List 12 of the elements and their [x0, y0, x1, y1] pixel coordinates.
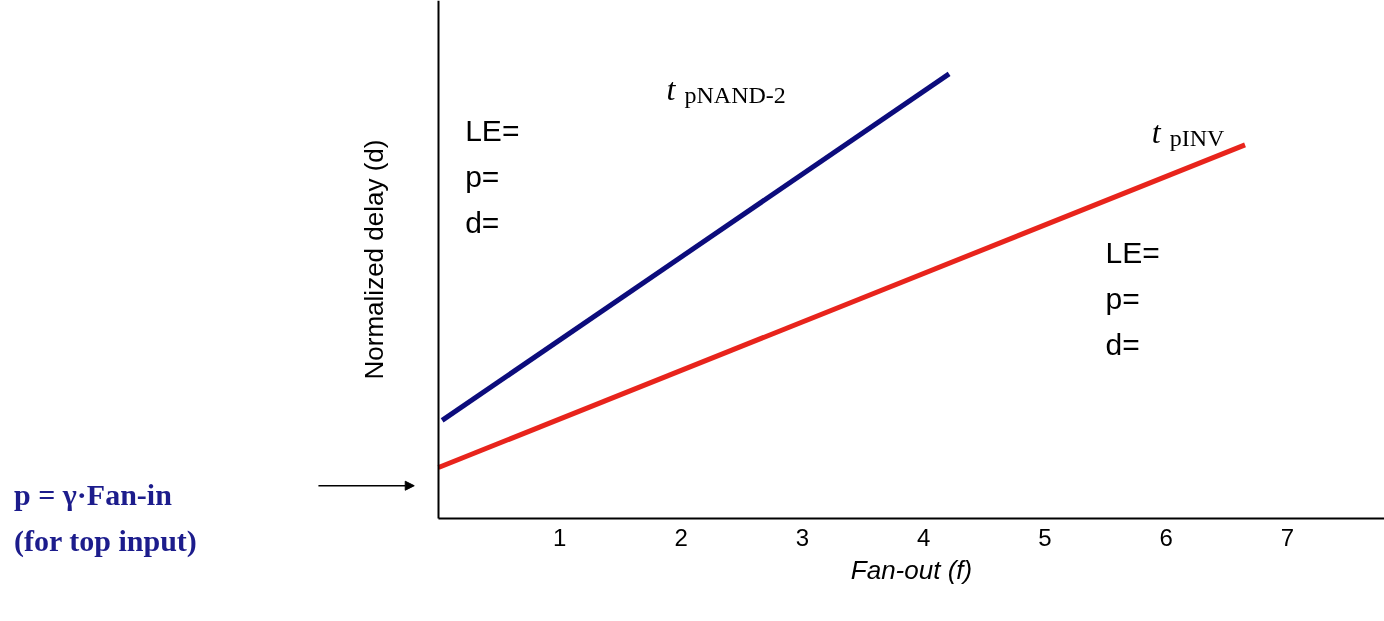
x-axis-title: Fan-out (f) — [850, 554, 973, 585]
text: p = γ·Fan-in (for top input) — [14, 478, 197, 559]
y-axis-title: Normalized delay (d) — [358, 139, 389, 380]
x-tick-label: 4 — [916, 524, 931, 552]
annotation: LE= p= d= — [1105, 236, 1160, 362]
x-tick-label: 2 — [674, 524, 688, 552]
x-tick-label: 5 — [1038, 524, 1052, 552]
annotation: LE= p= d= — [465, 113, 520, 240]
x-tick-label: 7 — [1280, 524, 1295, 552]
x-tick-label: 6 — [1159, 524, 1173, 552]
x-tick-label: 1 — [553, 524, 567, 552]
x-tick-label: 3 — [795, 524, 810, 552]
